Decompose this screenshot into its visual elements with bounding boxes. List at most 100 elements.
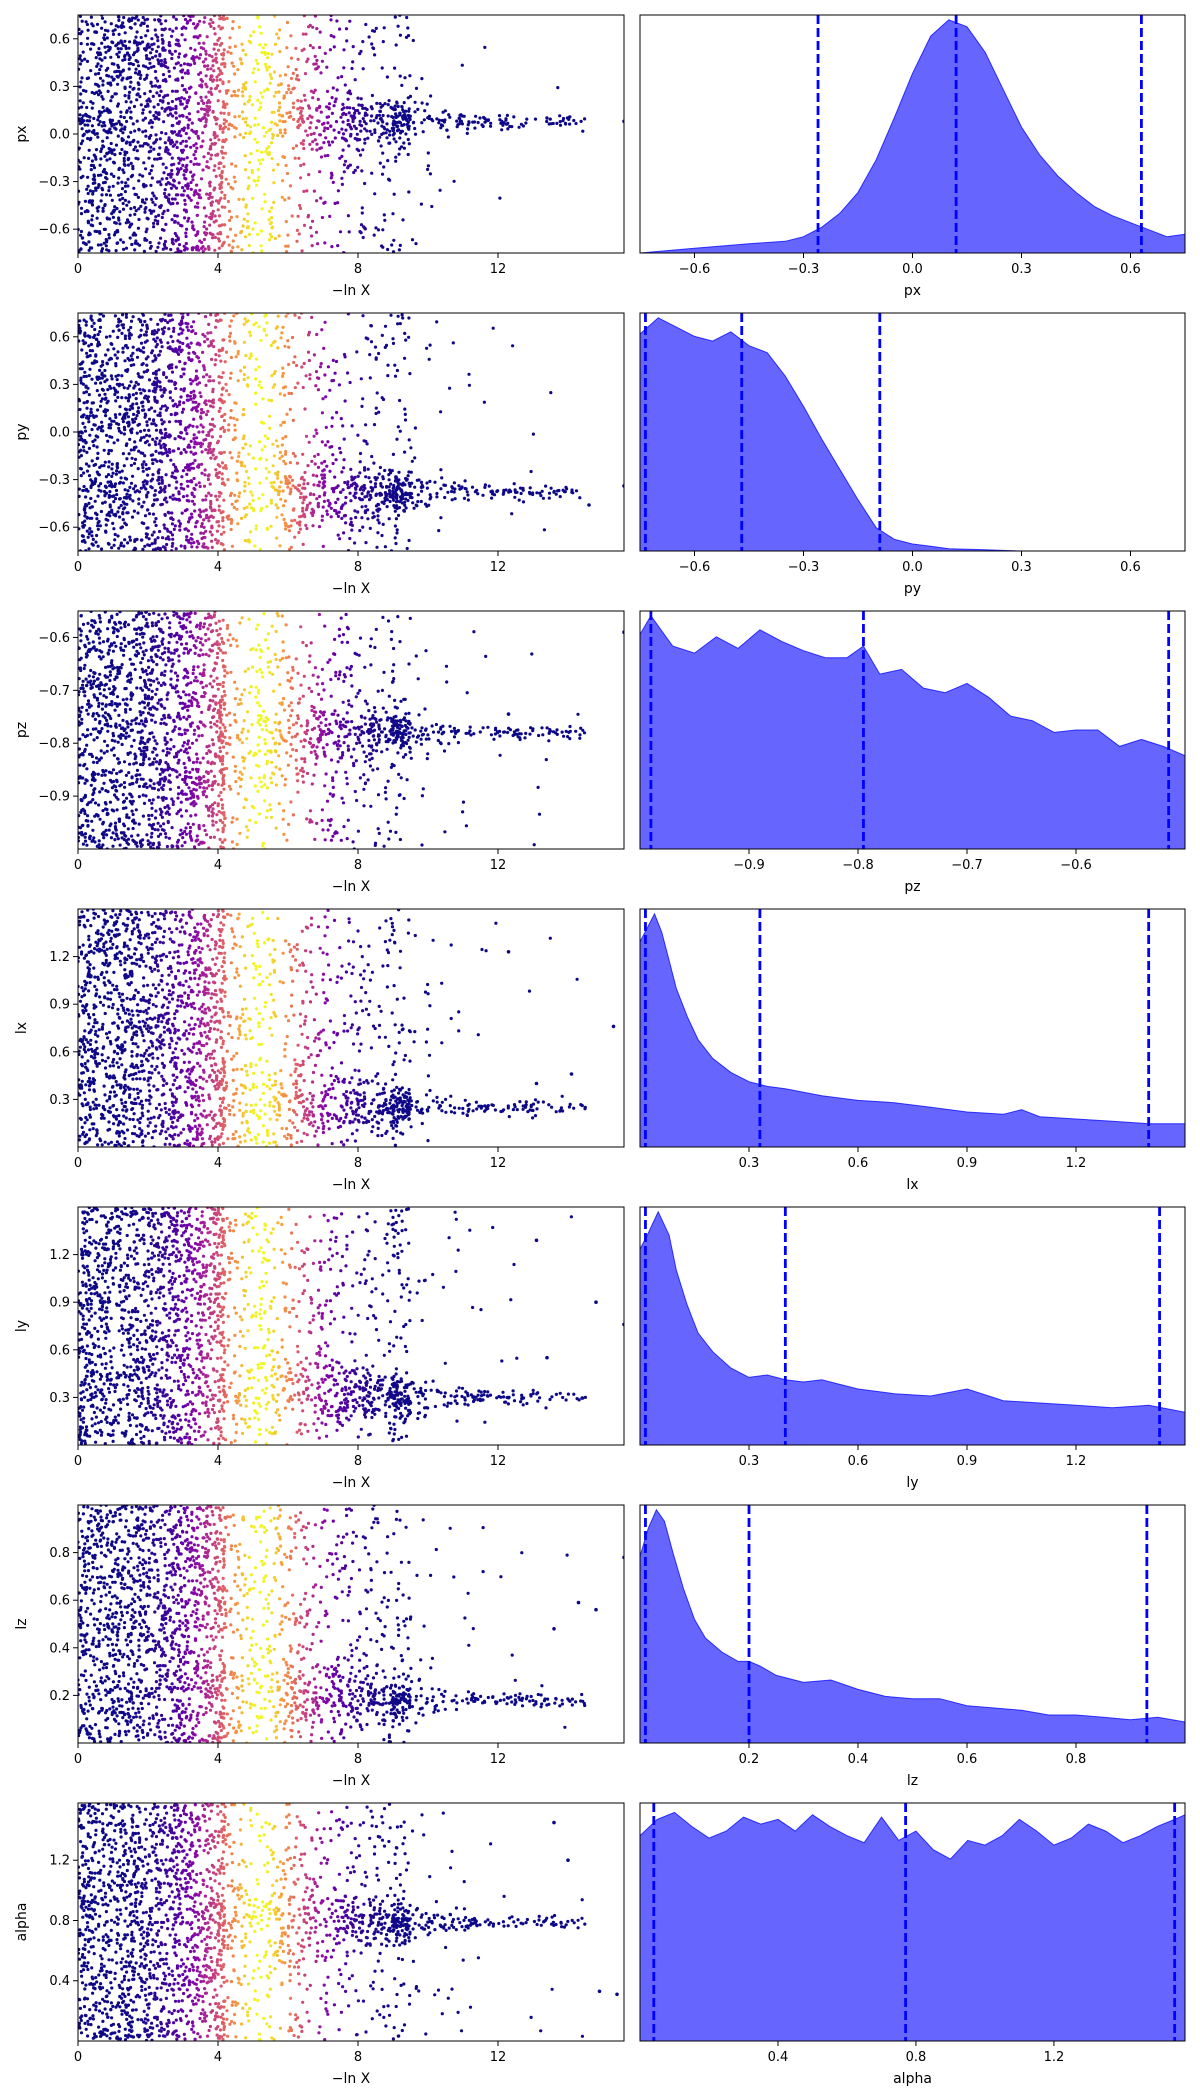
trace-point — [321, 505, 325, 509]
trace-point — [153, 329, 157, 333]
trace-point — [133, 384, 137, 388]
trace-point — [177, 131, 181, 135]
trace-point — [317, 494, 322, 499]
trace-point — [202, 364, 206, 368]
trace-point — [139, 73, 143, 77]
trace-point — [326, 153, 330, 158]
trace-point — [85, 416, 89, 420]
trace-point — [347, 485, 351, 489]
trace-point — [208, 180, 212, 184]
trace-point — [267, 218, 271, 222]
trace-point — [203, 468, 207, 472]
trace-point — [109, 141, 113, 146]
trace-point — [126, 177, 130, 181]
trace-point — [336, 497, 340, 501]
trace-point — [183, 106, 187, 110]
trace-point — [145, 73, 149, 77]
trace-point — [92, 174, 96, 178]
trace-point — [99, 199, 103, 203]
trace-point — [512, 482, 516, 486]
trace-point — [137, 41, 141, 45]
trace-point — [180, 26, 184, 31]
trace-point — [211, 387, 215, 391]
trace-point — [231, 245, 235, 250]
trace-point — [213, 508, 217, 513]
trace-point — [131, 62, 135, 67]
trace-point — [311, 46, 315, 50]
trace-point — [336, 244, 340, 248]
trace-point — [324, 395, 328, 399]
trace-point — [366, 337, 370, 341]
trace-point — [168, 152, 172, 156]
trace-point — [383, 491, 387, 495]
trace-point — [154, 33, 158, 37]
trace-point — [96, 494, 100, 498]
trace-point — [169, 458, 173, 462]
trace-point — [567, 117, 571, 121]
trace-point — [186, 123, 190, 127]
trace-point — [398, 495, 403, 499]
trace-point — [370, 132, 374, 136]
trace-point — [94, 477, 98, 481]
trace-point — [220, 375, 224, 379]
trace-point — [416, 500, 420, 504]
trace-point — [189, 160, 193, 164]
trace-point — [92, 444, 96, 448]
trace-point — [105, 378, 109, 382]
trace-point — [349, 92, 353, 96]
trace-point — [350, 684, 354, 688]
trace-point — [116, 438, 120, 442]
trace-point — [107, 185, 111, 189]
trace-point — [117, 18, 121, 22]
trace-point — [98, 368, 102, 372]
trace-point — [452, 179, 456, 183]
trace-point — [151, 191, 155, 195]
trace-point — [244, 120, 248, 124]
trace-point — [178, 340, 182, 344]
trace-point — [170, 156, 174, 160]
trace-point — [396, 24, 400, 28]
trace-point — [299, 115, 303, 119]
trace-point — [92, 415, 96, 419]
trace-point — [310, 115, 314, 119]
trace-point — [425, 481, 429, 485]
trace-point — [141, 346, 146, 350]
trace-point — [200, 117, 204, 121]
trace-point — [195, 425, 199, 429]
trace-point — [203, 112, 207, 117]
trace-point — [341, 112, 345, 116]
trace-point — [141, 635, 145, 639]
trace-point — [207, 247, 211, 251]
trace-point — [134, 193, 138, 197]
trace-point — [180, 475, 184, 479]
trace-point — [303, 486, 307, 490]
trace-point — [258, 25, 262, 29]
trace-point — [220, 414, 224, 419]
trace-point — [517, 498, 521, 502]
trace-point — [286, 339, 290, 343]
trace-point — [406, 474, 410, 478]
trace-point — [147, 466, 151, 471]
trace-point — [206, 64, 210, 68]
trace-point — [385, 498, 389, 502]
trace-point — [132, 548, 136, 551]
trace-point — [272, 200, 276, 204]
trace-point — [97, 484, 101, 488]
trace-point — [122, 464, 126, 468]
trace-point — [345, 39, 349, 43]
trace-point — [221, 80, 225, 84]
trace-point — [202, 531, 206, 535]
trace-point — [164, 408, 168, 412]
trace-point — [387, 489, 392, 493]
trace-point — [83, 334, 87, 338]
trace-point — [208, 184, 212, 188]
trace-point — [507, 490, 511, 494]
trace-point — [403, 331, 407, 335]
trace-point — [242, 506, 246, 510]
trace-point — [164, 548, 168, 551]
x-tick-label: 4 — [214, 560, 222, 575]
trace-point — [160, 436, 164, 440]
trace-point — [130, 456, 134, 460]
trace-point — [281, 366, 285, 370]
trace-point — [216, 84, 220, 88]
